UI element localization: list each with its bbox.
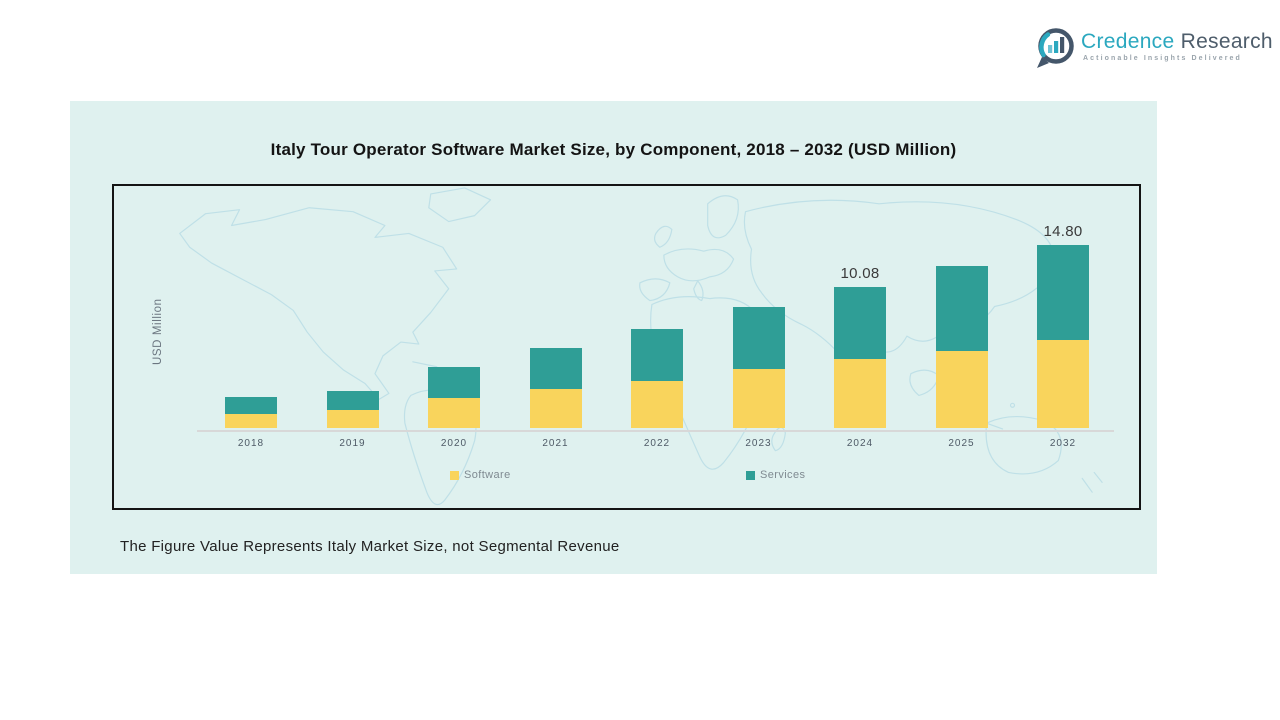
- x-axis-tick-label-2022: 2022: [643, 438, 671, 449]
- footnote: The Figure Value Represents Italy Market…: [120, 538, 620, 555]
- legend-swatch-services: [746, 470, 755, 480]
- bar-chart-logo-icon: [1037, 28, 1074, 68]
- brand-name: Credence Research: [1081, 30, 1273, 53]
- bar-stack-2024: [834, 286, 886, 428]
- brand-logo: Credence Research Actionable Insights De…: [1035, 27, 1273, 69]
- x-axis-tick-label-2018: 2018: [237, 438, 265, 449]
- legend-label-software: Software: [464, 469, 511, 481]
- brand-name-secondary: Research: [1180, 30, 1273, 53]
- x-axis-tick-label-2032: 2032: [1049, 438, 1077, 449]
- report-panel: Italy Tour Operator Software Market Size…: [70, 101, 1157, 574]
- bar-stack-2021: [529, 347, 582, 428]
- brand-name-primary: Credence: [1081, 30, 1175, 53]
- bar-stack-2023: [732, 306, 785, 428]
- x-axis-tick-label-2024: 2024: [846, 438, 874, 449]
- bar-segment-services-2024: [834, 286, 886, 359]
- bar-stack-2022: [631, 328, 683, 428]
- bar-segment-software-2022: [631, 380, 683, 428]
- bar-stack-2032: [1037, 244, 1089, 428]
- bar-segment-software-2018: [225, 414, 277, 428]
- bar-stack-2020: [428, 366, 480, 428]
- legend-item-software: Software: [450, 469, 511, 481]
- bar-segment-software-2025: [935, 350, 988, 428]
- legend-swatch-software: [450, 470, 459, 480]
- bar-segment-services-2018: [225, 396, 277, 414]
- bar-segment-services-2019: [326, 390, 379, 410]
- world-map-background: [179, 187, 1103, 506]
- brand-text: Credence Research Actionable Insights De…: [1081, 27, 1273, 62]
- chart-title: Italy Tour Operator Software Market Size…: [270, 140, 957, 159]
- bar-stack-2019: [326, 390, 379, 428]
- bar-data-label-2024: 10.08: [840, 264, 880, 282]
- bar-segment-services-2021: [529, 347, 582, 389]
- brand-tagline: Actionable Insights Delivered: [1083, 55, 1242, 63]
- chart-frame: USD Million 2018 2019 2020 2021 2022 2023 2024…: [112, 184, 1141, 510]
- bar-segment-services-2023: [732, 306, 785, 369]
- x-axis-tick-label-2020: 2020: [440, 438, 468, 449]
- bar-segment-services-2032: [1037, 244, 1089, 340]
- x-axis-tick-label-2019: 2019: [339, 438, 366, 449]
- bar-segment-services-2022: [631, 328, 683, 381]
- x-axis-line: [197, 430, 1114, 432]
- legend-label-services: Services: [760, 469, 806, 481]
- bar-segment-software-2019: [326, 409, 379, 428]
- bar-segment-software-2032: [1037, 339, 1089, 428]
- x-axis-tick-label-2025: 2025: [948, 438, 975, 449]
- bar-segment-software-2021: [529, 388, 582, 428]
- x-axis-tick-label-2023: 2023: [745, 438, 772, 449]
- y-axis-label: USD Million: [152, 298, 164, 366]
- bar-segment-software-2024: [834, 358, 886, 428]
- bar-segment-services-2025: [935, 265, 988, 351]
- bar-segment-services-2020: [428, 366, 480, 398]
- bar-stack-2025: [935, 265, 988, 428]
- bar-stack-2018: [225, 396, 277, 428]
- legend-item-services: Services: [746, 469, 805, 481]
- bar-segment-software-2023: [732, 368, 785, 428]
- bar-data-label-2032: 14.80: [1043, 222, 1083, 240]
- x-axis-tick-label-2021: 2021: [542, 438, 569, 449]
- bar-segment-software-2020: [428, 397, 480, 428]
